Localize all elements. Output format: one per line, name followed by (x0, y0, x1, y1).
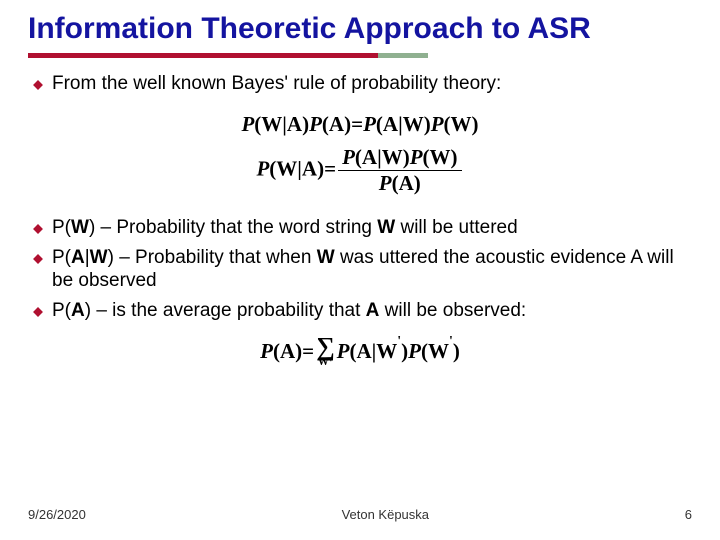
diamond-bullet-icon (28, 72, 52, 96)
footer-date: 9/26/2020 (28, 507, 86, 522)
slide-title: Information Theoretic Approach to ASR (28, 12, 692, 47)
bullet-item: P(A) – is the average probability that A… (28, 299, 692, 323)
title-rule (28, 53, 692, 58)
diamond-bullet-icon (28, 299, 52, 323)
slide: Information Theoretic Approach to ASR Fr… (0, 0, 720, 540)
diamond-bullet-icon (28, 216, 52, 240)
footer: 9/26/2020 Veton Këpuska 6 (28, 507, 692, 522)
bullet-text: From the well known Bayes' rule of proba… (52, 72, 692, 96)
footer-page: 6 (685, 507, 692, 522)
bullet-item: P(A|W) – Probability that when W was utt… (28, 246, 692, 294)
bullet-text: P(W) – Probability that the word string … (52, 216, 692, 240)
bullet-text: P(A|W) – Probability that when W was utt… (52, 246, 692, 294)
bullet-text: P(A) – is the average probability that A… (52, 299, 692, 323)
bullet-item: P(W) – Probability that the word string … (28, 216, 692, 240)
equation-block-2: P(A)=∑W'P(A|W')P(W') (28, 329, 692, 377)
bullet-item: From the well known Bayes' rule of proba… (28, 72, 692, 96)
equation-2: P(W|A)=P(A|W)P(W)P(A) (256, 147, 463, 194)
equation-1: P(W|A)P(A)=P(A|W)P(W) (241, 114, 478, 135)
content-area: From the well known Bayes' rule of proba… (28, 72, 692, 377)
rule-red (28, 53, 378, 58)
rule-green (378, 53, 428, 58)
equation-3: P(A)=∑W'P(A|W')P(W') (260, 335, 460, 371)
footer-author: Veton Këpuska (342, 507, 429, 522)
diamond-bullet-icon (28, 246, 52, 270)
equation-block-1: P(W|A)P(A)=P(A|W)P(W) P(W|A)=P(A|W)P(W)P… (28, 108, 692, 200)
